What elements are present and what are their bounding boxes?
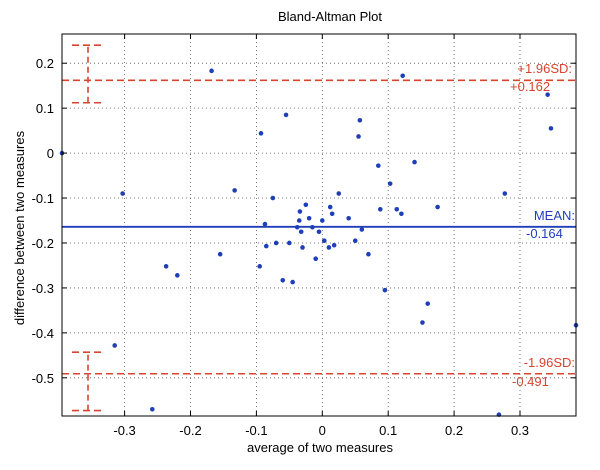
plot-frame — [61, 33, 577, 417]
data-point — [366, 251, 371, 257]
data-point — [296, 218, 302, 223]
lower-limit-value: -0.491 — [512, 374, 549, 389]
data-point — [175, 273, 180, 278]
data-point — [352, 238, 358, 244]
ticks: -0.3 -0.2 -0.1 0 0.1 0.2 0.3 0.2 0.1 0 -0.1 -0.2 -0.… — [32, 34, 576, 438]
data-point — [297, 209, 303, 214]
y-tick-label: -0.2 — [32, 236, 54, 251]
y-tick-label: -0.1 — [32, 191, 54, 206]
data-point — [377, 206, 383, 212]
y-tick-label: -0.3 — [32, 281, 54, 296]
data-point — [280, 277, 286, 283]
data-point — [502, 191, 508, 196]
x-tick-label: -0.2 — [179, 423, 201, 438]
data-point — [294, 224, 300, 230]
data-point — [356, 134, 361, 139]
mean-label: MEAN: — [534, 208, 575, 223]
x-tick-label: -0.3 — [113, 423, 135, 438]
data-point — [298, 229, 304, 235]
data-point — [310, 224, 315, 230]
data-point — [270, 195, 276, 201]
data-point — [112, 343, 118, 348]
data-point — [359, 227, 365, 232]
x-tick-label: -0.1 — [245, 423, 267, 438]
data-point — [387, 181, 393, 186]
data-point — [262, 221, 268, 227]
data-point — [399, 211, 404, 217]
limits-of-agreement — [62, 44, 576, 412]
data-point — [376, 163, 381, 168]
data-point — [303, 202, 309, 208]
data-point — [163, 264, 169, 269]
data-point — [400, 73, 405, 79]
data-point — [306, 215, 312, 221]
data-point — [357, 117, 363, 123]
data-point — [319, 218, 325, 223]
data-point — [209, 68, 214, 74]
data-point — [232, 188, 237, 193]
data-point — [290, 279, 295, 285]
data-point — [263, 243, 269, 249]
data-point — [329, 211, 335, 217]
data-point — [331, 242, 337, 248]
data-point — [217, 251, 223, 257]
x-tick-label: 0 — [319, 423, 326, 438]
data-point — [435, 204, 440, 210]
y-tick-label: -0.5 — [32, 371, 54, 386]
data-point — [257, 264, 262, 269]
watermark: 知乎 @不留行 — [512, 434, 594, 449]
upper-limit-value: +0.162 — [510, 79, 550, 94]
data-point — [316, 229, 322, 235]
x-tick-label: 0.3 — [511, 423, 529, 438]
data-point — [326, 245, 332, 250]
y-tick-label: 0 — [47, 146, 54, 161]
mean-value: -0.164 — [526, 226, 563, 241]
data-point — [327, 204, 333, 210]
data-point — [120, 191, 125, 196]
data-point — [283, 112, 289, 118]
data-point — [394, 206, 400, 212]
data-point — [425, 301, 431, 306]
data-point — [287, 240, 292, 246]
chart-title: Bland-Altman Plot — [278, 9, 382, 24]
data-point — [149, 406, 155, 412]
data-point — [300, 245, 305, 250]
data-point — [420, 320, 425, 325]
data-point — [313, 256, 319, 262]
lower-limit-label: -1.96SD: — [524, 355, 575, 370]
y-axis-label: difference between two measures — [12, 130, 27, 325]
x-tick-label: 0.2 — [445, 423, 463, 438]
y-tick-label: -0.4 — [32, 326, 54, 341]
data-point — [336, 191, 342, 196]
data-point — [346, 215, 351, 221]
plot-area — [62, 34, 576, 416]
grid — [62, 34, 576, 416]
x-tick-label: 0.1 — [379, 423, 397, 438]
upper-limit-label: +1.96SD: — [517, 61, 572, 76]
x-axis-label: average of two measures — [247, 440, 393, 455]
data-point — [321, 238, 327, 244]
data-point — [258, 131, 264, 136]
data-point — [548, 126, 554, 131]
y-tick-label: 0.1 — [36, 101, 54, 116]
data-point — [412, 159, 417, 165]
data-point — [273, 240, 279, 246]
y-tick-label: 0.2 — [36, 56, 54, 71]
data-point — [545, 92, 550, 97]
data-point — [382, 287, 388, 293]
